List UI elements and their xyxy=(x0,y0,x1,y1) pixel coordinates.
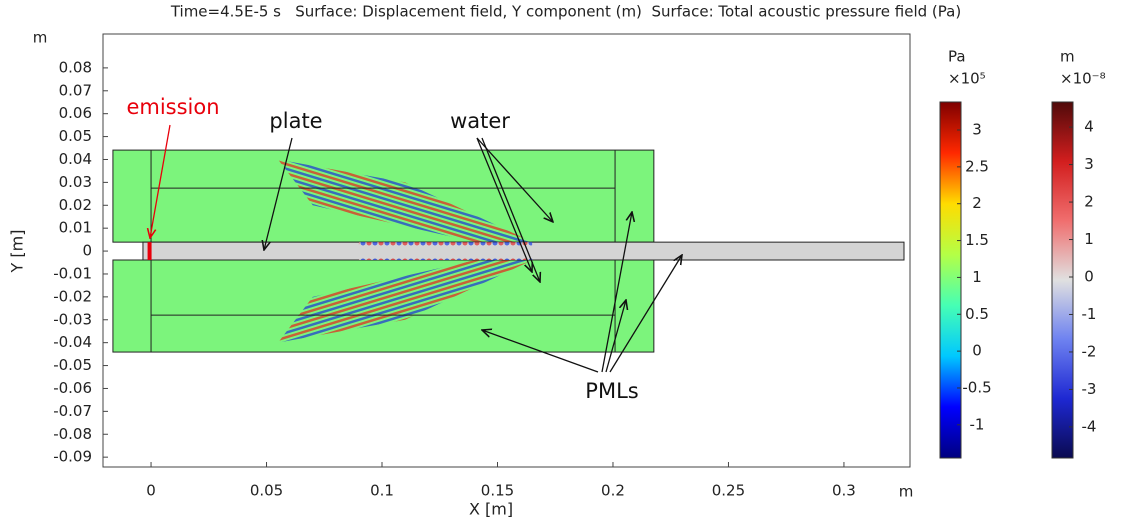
y-tick-label: -0.07 xyxy=(53,402,92,420)
colorbar-tick-label: 3 xyxy=(972,121,982,139)
y-unit: m xyxy=(33,29,48,47)
colorbar-tick-label: 4 xyxy=(1084,118,1094,136)
colorbar-tick-label: 3 xyxy=(1084,155,1094,173)
colorbar xyxy=(939,101,962,459)
arrow xyxy=(150,124,171,238)
y-tick-label: 0.04 xyxy=(59,150,92,168)
colorbar-scale: ×10⁵ xyxy=(948,70,986,88)
y-tick-label: -0.06 xyxy=(53,379,92,397)
y-tick-label: 0.02 xyxy=(59,196,92,214)
y-tick-label: -0.09 xyxy=(53,448,92,466)
colorbar-tick-label: -1 xyxy=(1082,305,1097,323)
x-tick-label: 0.25 xyxy=(712,482,745,500)
colorbar-tick-label: -4 xyxy=(1082,417,1097,435)
arrow xyxy=(482,330,599,373)
wave-band xyxy=(278,159,533,242)
y-tick-label: -0.08 xyxy=(53,425,92,443)
colorbar xyxy=(1051,101,1074,459)
y-tick-label: 0 xyxy=(82,242,92,260)
arrow xyxy=(609,255,682,373)
colorbar-tick-label: 2 xyxy=(1084,193,1094,211)
y-tick-label: 0.03 xyxy=(59,173,92,191)
geometry xyxy=(112,149,905,353)
colorbar-tick-label: 0 xyxy=(972,342,982,360)
x-unit: m xyxy=(899,483,914,501)
annotations: emission plate water PMLs xyxy=(126,95,638,403)
y-tick-label: -0.02 xyxy=(53,287,92,305)
y-axis-label: Y [m] xyxy=(8,230,27,274)
arrow xyxy=(476,137,532,272)
colorbar-tick-label: 0.5 xyxy=(965,305,989,323)
x-tick-label: 0.1 xyxy=(370,482,394,500)
x-tick-label: 0.2 xyxy=(601,482,625,500)
plot-frame xyxy=(102,33,911,468)
y-tick-label: 0.06 xyxy=(59,104,92,122)
arrow xyxy=(264,137,293,250)
annotation: emission xyxy=(126,95,219,119)
y-tick-label: 0.01 xyxy=(59,219,92,237)
x-axis-label: X [m] xyxy=(469,500,513,519)
colorbar-tick-label: -1 xyxy=(970,415,985,433)
wave-band xyxy=(278,260,533,343)
colorbar-tick-label: 0 xyxy=(1084,268,1094,286)
colorbar-tick-label: 1 xyxy=(972,268,982,286)
colorbar-tick-label: -0.5 xyxy=(962,378,991,396)
arrow xyxy=(476,137,553,222)
colorbar-scale: ×10⁻⁸ xyxy=(1060,70,1106,88)
colorbar-tick-label: 1 xyxy=(1084,230,1094,248)
annotation: water xyxy=(450,109,510,133)
arrow xyxy=(605,300,626,373)
annotation: PMLs xyxy=(585,379,638,403)
annotation: plate xyxy=(269,109,322,133)
emission-source xyxy=(147,242,152,261)
y-tick-label: -0.01 xyxy=(53,264,92,282)
x-tick-label: 0.15 xyxy=(481,482,514,500)
y-tick-label: -0.03 xyxy=(53,310,92,328)
colorbar-tick-label: 2.5 xyxy=(965,157,989,175)
colorbar-unit: m xyxy=(1060,48,1075,66)
y-tick-label: -0.05 xyxy=(53,356,92,374)
x-tick-label: 0 xyxy=(146,482,156,500)
y-tick-label: 0.07 xyxy=(59,81,92,99)
x-tick-label: 0.3 xyxy=(832,482,856,500)
annotation-arrows xyxy=(150,124,682,373)
plate-field xyxy=(358,242,533,261)
x-tick-label: 0.05 xyxy=(250,482,283,500)
arrow xyxy=(481,137,540,282)
colorbar-tick-label: 1.5 xyxy=(965,231,989,249)
colorbars: Pa ×10⁵ 3 2.5 2 1.5 1 0.5 0 -0.5 -1 m ×10⁻⁸ 4 3 2 1 0 -1 -2… xyxy=(939,48,1106,459)
y-tick-label: 0.05 xyxy=(59,127,92,145)
y-tick-label: 0.08 xyxy=(59,58,92,76)
y-tick-label: -0.04 xyxy=(53,333,92,351)
colorbar-tick-label: -3 xyxy=(1082,380,1097,398)
arrow xyxy=(601,212,632,373)
colorbar-tick-label: -2 xyxy=(1082,342,1097,360)
colorbar-unit: Pa xyxy=(948,48,966,66)
colorbar-tick-label: 2 xyxy=(972,194,982,212)
chart-title: Time=4.5E-5 s Surface: Displacement fiel… xyxy=(170,3,961,21)
